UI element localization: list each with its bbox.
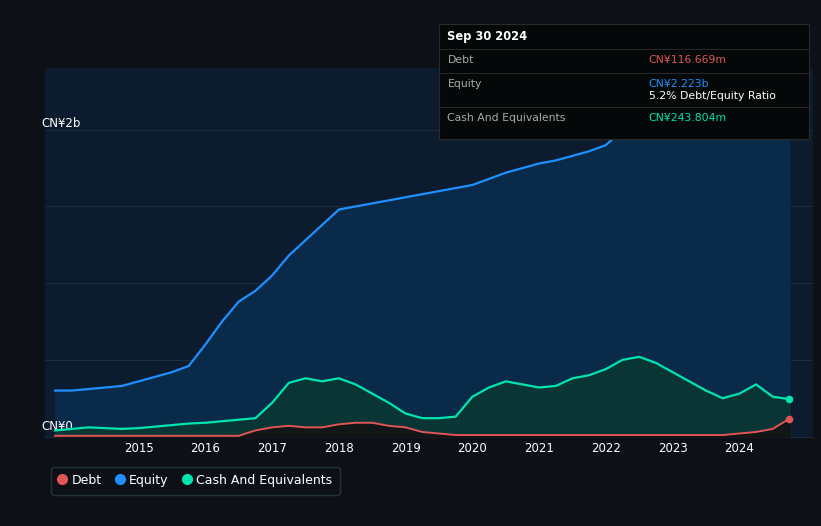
Text: CN¥2.223b: CN¥2.223b xyxy=(649,78,709,89)
Text: CN¥0: CN¥0 xyxy=(41,420,73,433)
Text: 5.2% Debt/Equity Ratio: 5.2% Debt/Equity Ratio xyxy=(649,90,776,101)
Text: CN¥243.804m: CN¥243.804m xyxy=(649,113,727,124)
Legend: Debt, Equity, Cash And Equivalents: Debt, Equity, Cash And Equivalents xyxy=(52,467,340,495)
Text: Debt: Debt xyxy=(447,55,474,66)
Text: CN¥2b: CN¥2b xyxy=(41,117,80,130)
Text: Equity: Equity xyxy=(447,78,482,89)
Text: Cash And Equivalents: Cash And Equivalents xyxy=(447,113,566,124)
Text: CN¥116.669m: CN¥116.669m xyxy=(649,55,727,66)
Text: Sep 30 2024: Sep 30 2024 xyxy=(447,31,528,43)
